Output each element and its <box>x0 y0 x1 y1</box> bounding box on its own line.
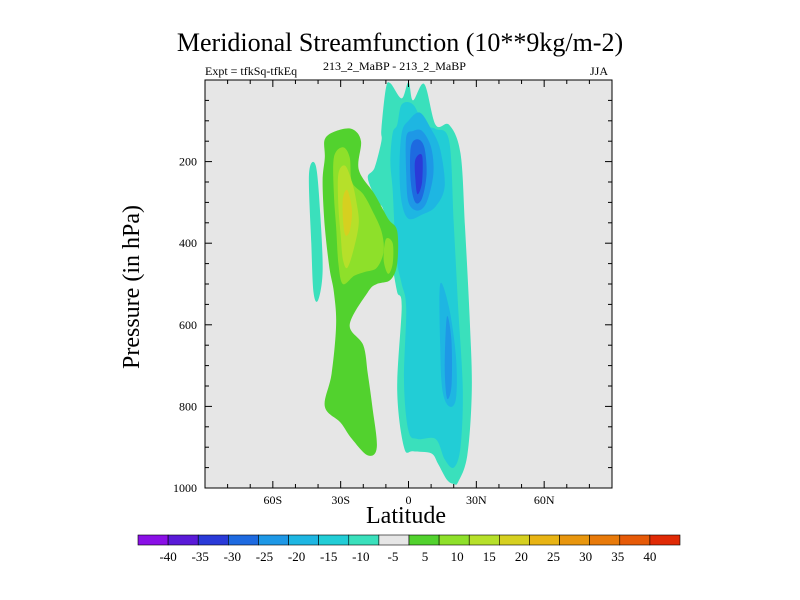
contour-region-7-level--30 <box>414 153 423 195</box>
colorbar-label: -10 <box>352 549 369 564</box>
colorbar-label: -35 <box>192 549 209 564</box>
colorbar-box <box>378 534 410 546</box>
colorbar-label: -5 <box>388 549 399 564</box>
colorbar-box <box>589 534 621 546</box>
colorbar-label: -20 <box>288 549 305 564</box>
colorbar-label: -30 <box>224 549 241 564</box>
y-tick-label: 400 <box>179 236 197 250</box>
colorbar-box <box>228 534 259 546</box>
contour-region-5-level--20 <box>444 316 453 400</box>
chart-title: Meridional Streamfunction (10**9kg/m-2) <box>176 28 624 57</box>
colorbar-label: -25 <box>256 549 273 564</box>
colorbar-label: 30 <box>579 549 592 564</box>
colorbar-box <box>468 534 500 546</box>
colorbar-label: -15 <box>320 549 337 564</box>
y-axis-label: Pressure (in hPa) <box>119 205 145 369</box>
x-tick-label: 30S <box>331 493 350 507</box>
y-tick-label: 1000 <box>173 481 197 495</box>
colorbar-label: 15 <box>483 549 496 564</box>
y-tick-label: 200 <box>179 155 197 169</box>
x-tick-label: 60N <box>534 493 555 507</box>
colorbar-box <box>318 534 350 546</box>
right-subtitle: JJA <box>590 64 609 78</box>
x-tick-label: 60S <box>263 493 282 507</box>
y-tick-label: 600 <box>179 318 197 332</box>
colorbar-label: 20 <box>515 549 528 564</box>
colorbar-box <box>348 534 380 546</box>
colorbar-box <box>258 534 289 546</box>
x-axis-label: Latitude <box>366 503 446 529</box>
contour-layer <box>308 81 472 485</box>
contour-region-8-level-5 <box>308 161 323 302</box>
colorbar-box <box>167 534 199 546</box>
x-axis: 60S 30S 0 30N 60N <box>204 80 613 507</box>
colorbar-box <box>529 534 560 546</box>
contour-region-13-level-25 <box>342 189 353 236</box>
left-subtitle: Expt = tfkSq-tfkEq <box>205 64 298 78</box>
colorbar-box <box>649 534 681 546</box>
colorbar: -40 -35 -30 -25 -20 -15 -10 -5 5 10 15 20 25 30 35 40 <box>137 534 681 564</box>
center-subtitle: 213_2_MaBP - 213_2_MaBP <box>323 59 466 73</box>
y-axis: 200 400 600 800 1000 <box>173 79 612 495</box>
colorbar-label: 10 <box>451 549 464 564</box>
colorbar-box <box>137 534 169 546</box>
colorbar-box <box>619 534 651 546</box>
colorbar-label: 40 <box>643 549 656 564</box>
colorbar-box <box>197 534 229 546</box>
y-tick-label: 800 <box>179 399 197 413</box>
contour-region-11-level-15 <box>383 238 394 274</box>
colorbar-box <box>559 534 590 546</box>
colorbar-label: 25 <box>547 549 560 564</box>
colorbar-box <box>288 534 319 546</box>
colorbar-box <box>408 534 440 546</box>
x-tick-label: 30N <box>466 493 487 507</box>
colorbar-label: 5 <box>422 549 429 564</box>
colorbar-label: 35 <box>611 549 624 564</box>
colorbar-box <box>499 534 530 546</box>
colorbar-box <box>438 534 470 546</box>
colorbar-label: -40 <box>159 549 176 564</box>
x-tick-label: 0 <box>406 493 412 507</box>
